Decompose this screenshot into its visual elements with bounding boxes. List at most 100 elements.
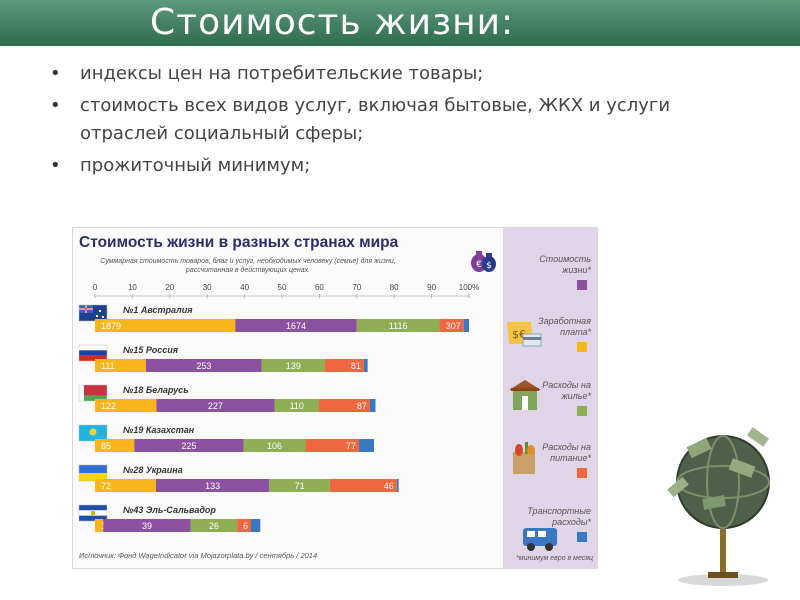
bar-segment [463,319,469,332]
legend-label: Заработная плата* [538,316,591,337]
flag-part [79,395,107,401]
data-label: 26 [209,521,219,531]
flag-part [102,316,104,318]
bar-segment [396,479,399,492]
australia-flag-icon [78,304,108,322]
bar-segment [95,479,156,492]
flag-border [78,424,108,442]
infographic-title: Стоимость жизни в разных странах мира [79,234,399,251]
svg-text:$: $ [486,261,492,271]
bar-segment [190,519,238,532]
bar-segment [356,319,440,332]
data-label: 1879 [101,321,121,331]
country-label: №15 Россия [123,345,179,355]
bar-segment [237,519,251,532]
data-label: 87 [357,401,367,411]
country-label: №1 Австралия [123,305,193,315]
flag-border [78,384,108,402]
flag-part [96,315,98,317]
tick-label: 20 [165,283,174,292]
bar-segment [305,439,360,452]
data-label: 71 [295,481,305,491]
legend-swatch [577,532,587,542]
house-icon [509,380,541,410]
legend-swatch [577,406,587,416]
bar-segment [103,519,191,532]
data-label: 85 [101,441,111,451]
data-label: 225 [181,441,196,451]
bar-segment [155,479,270,492]
globe-decoration [667,427,770,586]
data-label: 253 [196,361,211,371]
data-label: 139 [286,361,301,371]
money-card-icon: $€ [507,322,542,347]
flag-border [78,304,108,322]
bullet-item: индексы цен на потребительские товары; [48,60,748,88]
data-label: 227 [208,401,223,411]
data-label: 106 [267,441,282,451]
legend-swatch [577,468,587,478]
chart-panel: Стоимость жизни в разных странах мира Су… [73,228,503,568]
bar-segment [145,359,262,372]
tick-label: 50 [278,283,287,292]
bullet-item: стоимость всех видов услуг, включая быто… [48,92,748,148]
data-label: 133 [205,481,220,491]
title-bar: Стоимость жизни: [0,0,800,46]
bar-segment [325,359,364,372]
bar-segment [369,399,376,412]
russia-flag-icon [78,344,108,362]
tick-label: 90 [427,283,436,292]
legend-sidebar: Стоимость жизни* $€ Заработная плата* Ра… [503,228,597,568]
country-label: №28 Украина [123,465,183,475]
bar-segment [95,439,135,452]
flag-border [78,344,108,362]
tick-label: 10 [128,283,137,292]
flag-part [99,310,101,312]
bar-segment [319,399,370,412]
flag-border [78,464,108,482]
bus-icon [523,528,557,551]
grocery-bag-icon [513,442,535,474]
legend-swatch [577,280,587,290]
tick-label: 0 [93,283,98,292]
flag-part [89,428,97,436]
ukraine-flag-icon [78,464,108,482]
infographic-subtitle: Суммарная стоимость товаров, благ и услу… [100,258,396,274]
data-label: 39 [142,521,152,531]
flag-part [79,473,107,481]
bar-segment [95,319,236,332]
flag-part [79,308,93,310]
tick-label: 80 [390,283,399,292]
bar-segment [269,479,330,492]
bar-segment [274,399,320,412]
legend-label: Транспортные расходы* [527,506,591,527]
bar-segment [439,319,464,332]
data-label: 111 [101,361,115,371]
slide-title: Стоимость жизни: [150,2,515,43]
tick-label: 40 [240,283,249,292]
data-label: 307 [446,321,461,331]
flag-part [79,355,107,361]
flag-border [78,504,108,522]
tick-label: 30 [203,283,212,292]
bar-segment [243,439,306,452]
data-label: 122 [101,401,116,411]
bar-segment [95,519,104,532]
belarus-flag-icon [78,384,108,402]
country-label: №19 Казахстан [123,425,195,435]
tick-label: 60 [315,283,324,292]
cost-of-living-infographic: Стоимость жизни в разных странах мира Су… [72,227,598,569]
tick-label: 100% [459,283,479,292]
bullet-list: индексы цен на потребительские товары; с… [48,60,748,184]
data-label: 81 [351,361,361,371]
bar-segment [329,479,397,492]
flag-part [79,465,107,473]
flag-part [79,345,107,351]
footnote: *минимум евро в месяц [516,555,593,562]
country-label: №43 Эль-Сальвадор [123,505,216,515]
flag-part [79,505,107,511]
bar-segment [235,319,357,332]
legend-label: Расходы на жилье* [542,380,591,401]
bar-segment [250,519,261,532]
